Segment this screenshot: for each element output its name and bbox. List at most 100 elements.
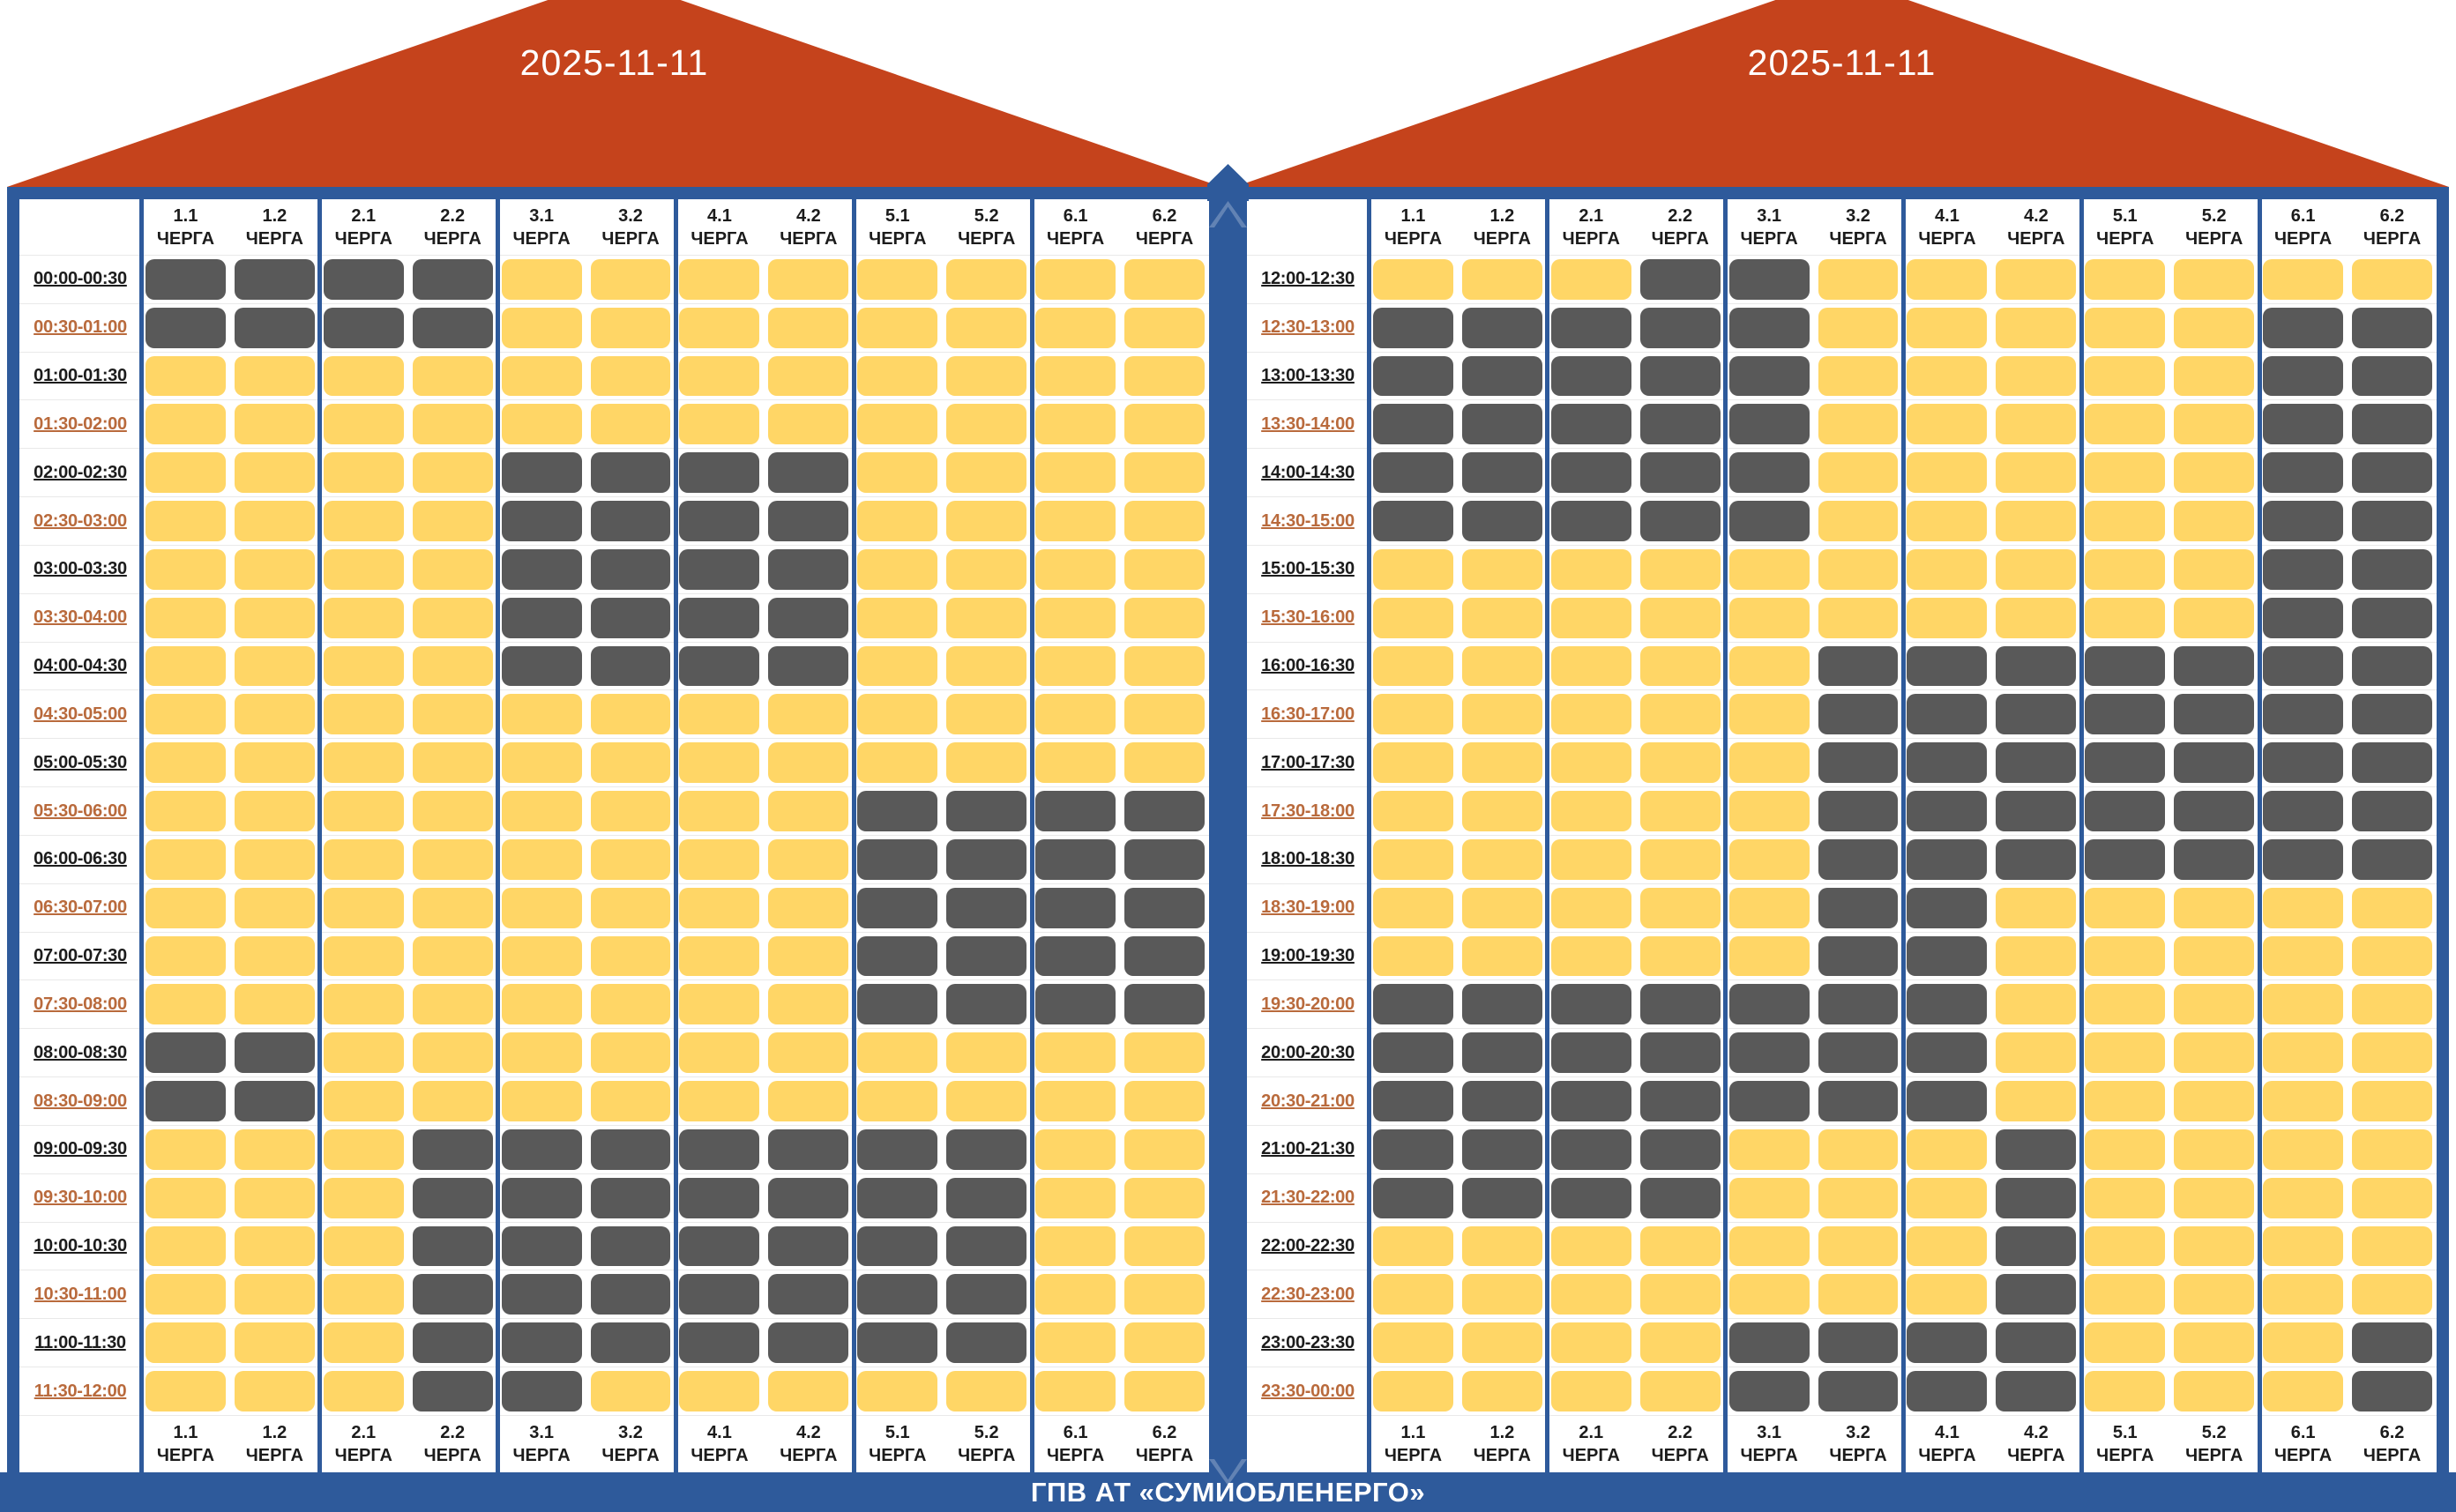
schedule-cell <box>496 1222 586 1271</box>
cell-chip <box>2085 404 2166 445</box>
schedule-cell <box>2169 1125 2259 1174</box>
time-label: 11:00-11:30 <box>19 1319 141 1368</box>
schedule-cell <box>407 352 497 401</box>
column-queue-word: ЧЕРГА <box>245 228 303 249</box>
schedule-cell <box>764 593 854 643</box>
schedule-cell <box>1120 303 1209 353</box>
schedule-cell <box>318 593 408 643</box>
time-label: 11:30-12:00 <box>19 1367 141 1416</box>
schedule-cell <box>496 980 586 1030</box>
schedule-cell <box>942 1367 1032 1416</box>
column-queue-word: ЧЕРГА <box>601 1445 660 1465</box>
schedule-cell <box>1724 1029 1814 1078</box>
schedule-cell <box>1120 593 1209 643</box>
cell-chip <box>501 984 582 1025</box>
schedule-cell <box>1813 787 1903 836</box>
cell-chip <box>946 1128 1027 1170</box>
cell-chip <box>768 887 849 928</box>
cell-chip <box>501 1371 582 1411</box>
schedule-cell <box>2348 1319 2437 1368</box>
cell-chip <box>1639 597 1721 638</box>
schedule-cell <box>141 642 230 691</box>
cell-chip <box>946 1032 1027 1074</box>
schedule-cell <box>1546 835 1636 884</box>
cell-chip <box>1996 259 2077 300</box>
cell-chip <box>2085 1032 2166 1074</box>
column-number: 3.1 <box>529 205 555 226</box>
schedule-cell <box>1457 1173 1547 1223</box>
cell-chip <box>679 1032 760 1074</box>
time-label: 04:00-04:30 <box>19 642 141 691</box>
schedule-cell <box>1724 932 1814 981</box>
cell-chip <box>1639 404 1721 445</box>
time-label: 19:30-20:00 <box>1247 980 1369 1030</box>
schedule-cell <box>1635 980 1725 1030</box>
cell-chip <box>323 548 404 590</box>
cell-chip <box>857 1032 938 1074</box>
cell-chip <box>412 404 493 445</box>
schedule-cell <box>853 1077 943 1126</box>
cell-chip <box>1639 742 1721 784</box>
cell-chip <box>1373 694 1453 735</box>
schedule-cell <box>942 497 1032 546</box>
schedule-cell <box>675 303 765 353</box>
column-queue-word: ЧЕРГА <box>1918 1445 1976 1465</box>
cell-chip <box>946 597 1027 638</box>
schedule-cell <box>229 497 319 546</box>
column-queue-word: ЧЕРГА <box>1740 1445 1798 1465</box>
cell-chip <box>1124 984 1205 1025</box>
cell-chip <box>590 1128 671 1170</box>
group-divider <box>317 199 322 1472</box>
cell-chip <box>2085 984 2166 1025</box>
schedule-cell <box>407 545 497 594</box>
cell-chip <box>1124 887 1205 928</box>
cell-chip <box>2352 404 2432 445</box>
cell-chip <box>1550 452 1631 494</box>
schedule-cell <box>1635 593 1725 643</box>
column-number: 4.1 <box>707 1422 732 1442</box>
schedule-cell <box>1635 1125 1725 1174</box>
schedule-cell <box>1031 980 1121 1030</box>
column-number: 4.2 <box>2023 1422 2049 1442</box>
schedule-cell <box>853 593 943 643</box>
cell-chip <box>2174 259 2255 300</box>
column-number: 3.2 <box>1846 205 1870 226</box>
schedule-cell <box>1902 932 1992 981</box>
cell-chip <box>2352 259 2432 300</box>
cell-chip <box>2085 1177 2166 1218</box>
cell-chip <box>857 742 938 784</box>
cell-chip <box>501 694 582 735</box>
column-header-1.2: 1.2 ЧЕРГА <box>229 1415 319 1472</box>
cell-chip <box>2352 838 2432 880</box>
column-number: 6.1 <box>1063 1422 1088 1442</box>
panel-divider <box>1209 187 1247 1472</box>
time-label: 20:00-20:30 <box>1247 1029 1369 1078</box>
schedule-cell <box>942 980 1032 1030</box>
cell-chip <box>1996 742 2077 784</box>
column-queue-word: ЧЕРГА <box>2096 228 2154 249</box>
cell-chip <box>1373 645 1453 687</box>
column-header-2.2: 2.2 ЧЕРГА <box>1635 199 1725 256</box>
schedule-cell <box>318 400 408 450</box>
schedule-cell <box>229 352 319 401</box>
cell-chip <box>768 548 849 590</box>
schedule-cell <box>229 593 319 643</box>
schedule-cell <box>2258 835 2348 884</box>
schedule-cell <box>2348 352 2437 401</box>
schedule-cell <box>2258 449 2348 498</box>
cell-chip <box>1907 259 1988 300</box>
schedule-cell <box>496 787 586 836</box>
cell-chip <box>1996 1128 2077 1170</box>
schedule-cell <box>853 1125 943 1174</box>
cell-chip <box>1639 935 1721 977</box>
schedule-cell <box>1457 690 1547 740</box>
schedule-cell <box>2258 883 2348 933</box>
schedule-cell <box>318 545 408 594</box>
time-label: 18:30-19:00 <box>1247 883 1369 933</box>
cell-chip <box>2174 838 2255 880</box>
column-header-6.2: 6.2 ЧЕРГА <box>1120 199 1209 256</box>
schedule-cell <box>141 303 230 353</box>
schedule-cell <box>1991 1270 2081 1320</box>
schedule-cell <box>1369 1125 1458 1174</box>
column-number: 5.1 <box>2112 1422 2138 1442</box>
